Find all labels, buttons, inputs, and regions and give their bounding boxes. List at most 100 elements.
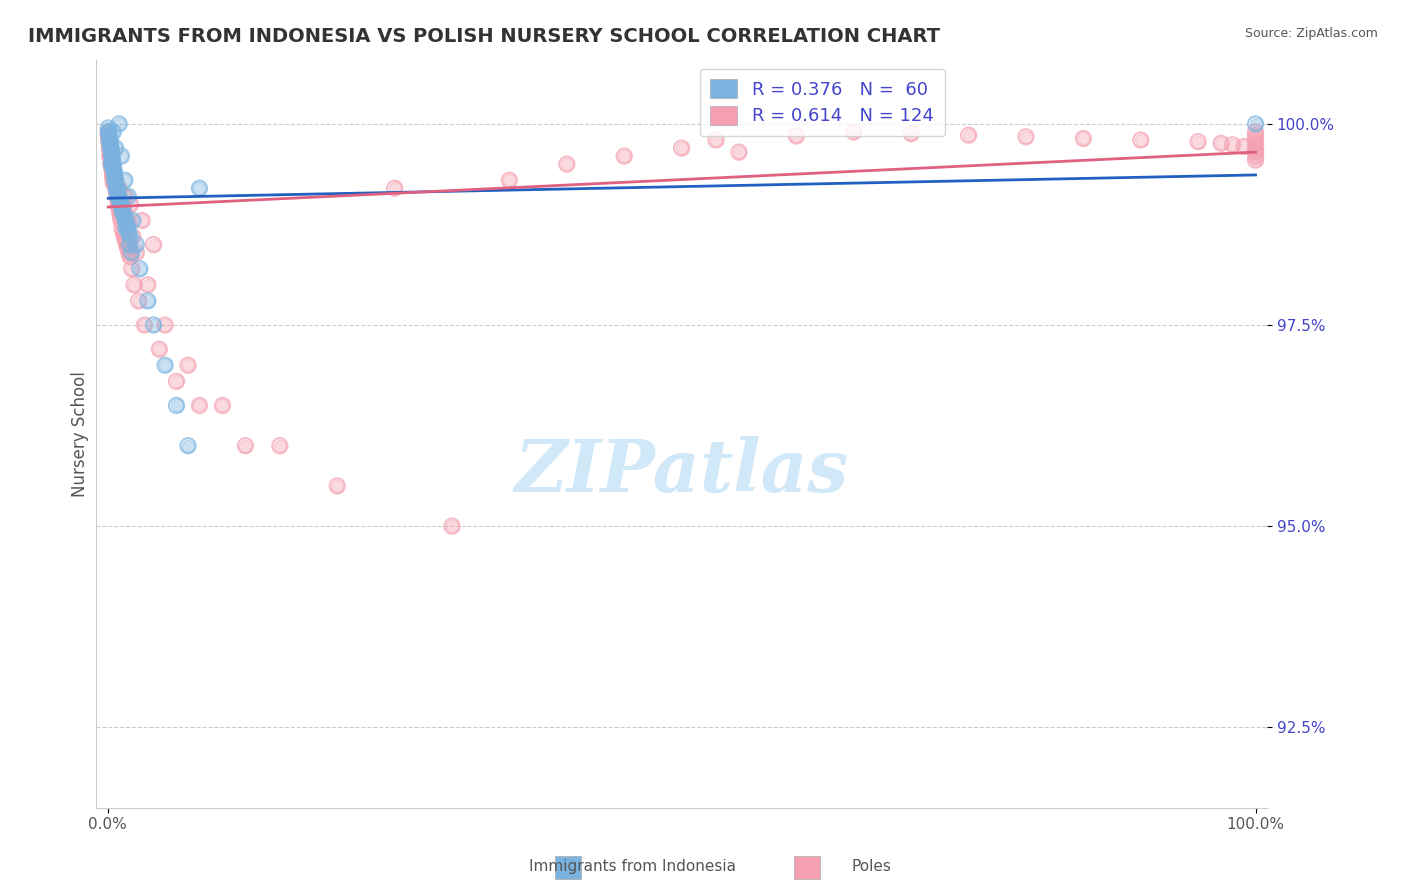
- Point: [103, 165, 125, 179]
- Point: [110, 210, 132, 224]
- Point: [108, 117, 131, 131]
- Point: [142, 318, 165, 332]
- Point: [177, 358, 200, 372]
- Point: [101, 163, 124, 178]
- Point: [103, 165, 125, 179]
- Point: [97, 120, 120, 135]
- Point: [110, 149, 132, 163]
- Point: [498, 173, 520, 187]
- Point: [108, 205, 131, 219]
- Point: [131, 213, 153, 227]
- Point: [1244, 145, 1267, 160]
- Point: [100, 145, 122, 160]
- Point: [98, 133, 121, 147]
- Point: [100, 141, 122, 155]
- Point: [98, 133, 121, 147]
- Point: [1244, 137, 1267, 152]
- Point: [957, 128, 980, 143]
- Point: [110, 194, 132, 208]
- Point: [100, 153, 122, 167]
- Point: [121, 245, 143, 260]
- Point: [103, 177, 125, 191]
- Point: [114, 173, 136, 187]
- Point: [1129, 133, 1152, 147]
- Point: [108, 194, 131, 208]
- Point: [125, 237, 148, 252]
- Point: [1244, 153, 1267, 168]
- Point: [100, 149, 122, 163]
- Point: [136, 293, 159, 308]
- Point: [128, 261, 150, 276]
- Point: [100, 155, 122, 169]
- Point: [114, 213, 136, 227]
- Point: [112, 205, 135, 219]
- Point: [104, 173, 127, 187]
- Point: [98, 139, 121, 153]
- Point: [136, 277, 159, 292]
- Point: [107, 186, 129, 200]
- Point: [115, 218, 138, 232]
- Point: [97, 125, 120, 139]
- Point: [104, 173, 127, 187]
- Point: [110, 197, 132, 211]
- Point: [97, 129, 120, 144]
- Point: [101, 153, 124, 168]
- Point: [115, 210, 138, 224]
- Point: [842, 125, 865, 139]
- Point: [101, 165, 124, 179]
- Point: [128, 293, 150, 308]
- Point: [98, 141, 121, 155]
- Point: [100, 145, 122, 160]
- Point: [107, 189, 129, 203]
- Point: [384, 181, 406, 195]
- Point: [101, 171, 124, 186]
- Point: [148, 342, 170, 356]
- Point: [704, 133, 727, 147]
- Point: [117, 221, 139, 235]
- Point: [105, 181, 128, 195]
- Point: [104, 169, 127, 184]
- Point: [104, 173, 127, 187]
- Point: [177, 439, 200, 453]
- Point: [101, 157, 124, 171]
- Point: [177, 358, 200, 372]
- Bar: [794, 856, 820, 879]
- Point: [498, 173, 520, 187]
- Point: [103, 161, 125, 176]
- Text: Poles: Poles: [852, 859, 891, 874]
- Point: [100, 141, 122, 155]
- Point: [103, 125, 125, 139]
- Point: [613, 149, 636, 163]
- Point: [117, 189, 139, 203]
- Point: [97, 128, 120, 143]
- Point: [100, 157, 122, 171]
- Point: [117, 242, 139, 256]
- Point: [118, 237, 141, 252]
- Point: [100, 153, 122, 167]
- Point: [100, 149, 122, 163]
- Point: [115, 218, 138, 232]
- Point: [110, 197, 132, 211]
- Point: [101, 171, 124, 186]
- Point: [111, 202, 134, 216]
- Point: [97, 125, 120, 139]
- Point: [121, 245, 143, 260]
- Point: [103, 175, 125, 189]
- Point: [100, 157, 122, 171]
- Point: [1211, 136, 1233, 151]
- Point: [112, 205, 135, 219]
- Point: [148, 342, 170, 356]
- Point: [101, 153, 124, 168]
- Point: [785, 128, 807, 143]
- Point: [101, 169, 124, 184]
- Point: [1244, 133, 1267, 147]
- Point: [114, 234, 136, 248]
- Point: [100, 157, 122, 171]
- Point: [101, 161, 124, 175]
- Point: [118, 250, 141, 264]
- Point: [101, 157, 124, 171]
- Point: [98, 145, 121, 159]
- Point: [188, 181, 211, 195]
- Point: [104, 178, 127, 192]
- Point: [211, 399, 233, 413]
